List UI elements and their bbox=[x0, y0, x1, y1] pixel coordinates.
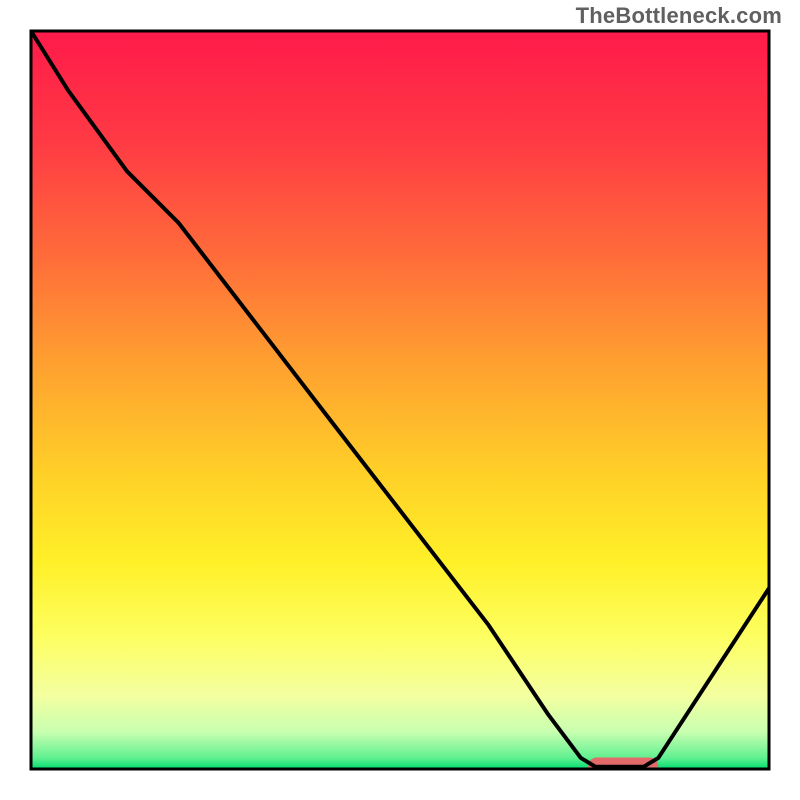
bottleneck-chart bbox=[0, 0, 800, 800]
chart-container: TheBottleneck.com bbox=[0, 0, 800, 800]
watermark-text: TheBottleneck.com bbox=[576, 3, 782, 29]
chart-background bbox=[31, 31, 769, 769]
